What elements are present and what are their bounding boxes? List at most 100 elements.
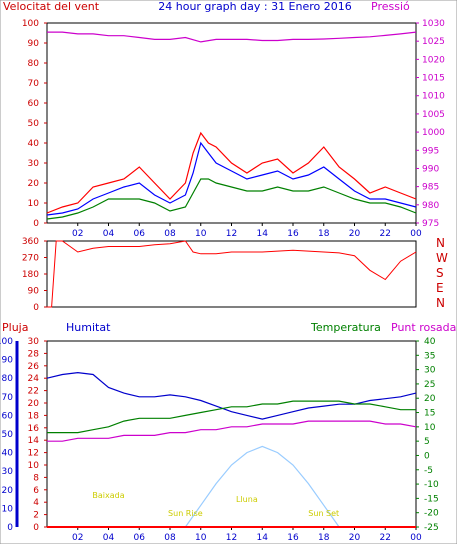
wind-direction-y-tick-label: 90 (28, 287, 40, 297)
wind-speed-x-tick-label: 12 (226, 229, 237, 239)
weather-series-line (47, 420, 417, 442)
annotation-label: Sun Rise (168, 509, 203, 518)
humidity-y-tick-label: 0 (7, 523, 13, 533)
temperature-y-tick-label: -15 (424, 494, 439, 504)
rain-label: Pluja (2, 321, 28, 334)
rain-y-tick-label: 6 (33, 486, 39, 496)
pressure-y-tick-label: 975 (422, 219, 439, 229)
pressure-y-tick-label: 1015 (422, 74, 445, 84)
pressure-y-tick-label: 1005 (422, 110, 445, 120)
wind-speed-x-tick-label: 04 (103, 229, 115, 239)
temperature-x-tick-label: 04 (103, 533, 115, 543)
wind-speed-x-tick-label: 22 (380, 229, 391, 239)
humidity-y-tick-label: 50 (2, 430, 14, 440)
pressure-y-tick-label: 980 (422, 201, 439, 211)
wind-speed-x-tick-label: 08 (164, 229, 176, 239)
temperature-y-tick-label: 35 (424, 351, 435, 361)
temperature-y-tick-label: -10 (424, 480, 439, 490)
annotation-label: Baixada (92, 491, 124, 500)
chart-title: 24 hour graph day : 31 Enero 2016 (158, 0, 352, 13)
wind-direction-series-line (47, 240, 417, 308)
wind-speed-x-tick-label: 02 (72, 229, 83, 239)
rain-y-tick-label: 18 (28, 411, 40, 421)
temperature-x-tick-label: 06 (134, 533, 146, 543)
wind-speed-x-tick-label: 10 (195, 229, 207, 239)
pressure-y-tick-label: 1025 (422, 37, 445, 47)
humidity-y-tick-label: 60 (2, 411, 14, 421)
wind-speed-label: Velocitat del vent (3, 0, 100, 13)
temperature-y-tick-label: 25 (424, 380, 435, 390)
pressure-y-tick-label: 1020 (422, 55, 445, 65)
sun-curve-line (184, 445, 340, 528)
humidity-y-tick-label: 40 (2, 449, 14, 459)
pressure-y-tick-label: 995 (422, 146, 439, 156)
wind-speed-x-tick-label: 20 (349, 229, 361, 239)
wind-speed-x-tick-label: 06 (134, 229, 146, 239)
temperature-y-tick-label: -20 (424, 509, 439, 519)
dew-point-label: Punt rosada (391, 321, 456, 334)
wind-direction-compass-label: E (436, 281, 444, 295)
rain-y-tick-label: 16 (28, 424, 40, 434)
rain-y-tick-label: 24 (28, 374, 40, 384)
wind-speed-y-tick-label: 90 (28, 39, 40, 49)
wind-direction-y-tick-label: 270 (22, 254, 39, 264)
pressure-y-tick-label: 1000 (422, 128, 445, 138)
temperature-y-tick-label: 0 (424, 451, 430, 461)
pressure-label: Pressió (371, 0, 410, 13)
wind-speed-y-tick-label: 40 (28, 139, 40, 149)
rain-y-tick-label: 28 (28, 349, 40, 359)
temperature-x-tick-label: 16 (287, 533, 299, 543)
rain-y-tick-label: 10 (28, 461, 40, 471)
wind-direction-compass-label: S (436, 266, 444, 280)
wind-speed-y-tick-label: 0 (33, 219, 39, 229)
wind-direction-y-tick-label: 360 (22, 237, 39, 247)
rain-y-tick-label: 0 (33, 523, 39, 533)
wind-speed-y-tick-label: 60 (28, 99, 40, 109)
temperature-x-tick-label: 12 (226, 533, 237, 543)
rain-y-tick-label: 2 (33, 511, 39, 521)
wind-speed-x-tick-label: 14 (257, 229, 269, 239)
rain-y-tick-label: 30 (28, 337, 40, 347)
temperature-x-tick-label: 00 (410, 533, 422, 543)
wind-direction-compass-label: N (436, 296, 445, 310)
wind-direction-y-tick-label: 0 (33, 303, 39, 313)
annotation-label: Lluna (236, 495, 258, 504)
pressure-y-tick-label: 990 (422, 164, 439, 174)
temperature-y-tick-label: 5 (424, 437, 430, 447)
humidity-y-tick-label: 100 (0, 337, 13, 347)
wind-speed-x-tick-label: 00 (410, 229, 422, 239)
temperature-y-tick-label: -25 (424, 523, 439, 533)
wind-speed-x-tick-label: 16 (287, 229, 299, 239)
temperature-x-tick-label: 22 (380, 533, 391, 543)
wind-speed-y-tick-label: 70 (28, 79, 40, 89)
temperature-y-tick-label: 10 (424, 423, 436, 433)
rain-y-tick-label: 26 (28, 362, 40, 372)
temperature-x-tick-label: 02 (72, 533, 83, 543)
temperature-label: Temperatura (310, 321, 381, 334)
wind-speed-series-line (46, 178, 417, 220)
temperature-x-tick-label: 08 (164, 533, 176, 543)
wind-speed-y-tick-label: 20 (28, 179, 40, 189)
temperature-x-tick-label: 20 (349, 533, 361, 543)
humidity-label: Humitat (66, 321, 111, 334)
humidity-y-tick-label: 80 (2, 374, 14, 384)
temperature-x-tick-label: 10 (195, 533, 207, 543)
rain-y-tick-label: 12 (28, 449, 39, 459)
temperature-y-tick-label: 40 (424, 337, 436, 347)
wind-speed-series-line (46, 131, 417, 214)
wind-direction-compass-label: W (436, 251, 448, 265)
wind-speed-y-tick-label: 10 (28, 199, 40, 209)
temperature-x-tick-label: 18 (318, 533, 330, 543)
rain-y-tick-label: 20 (28, 399, 40, 409)
wind-speed-series-line (47, 31, 417, 43)
wind-direction-y-tick-label: 180 (22, 270, 39, 280)
humidity-y-tick-label: 70 (2, 393, 14, 403)
wind-speed-y-tick-label: 50 (28, 119, 40, 129)
temperature-y-tick-label: 15 (424, 409, 435, 419)
rain-y-tick-label: 22 (28, 387, 39, 397)
wind-speed-x-tick-label: 18 (318, 229, 330, 239)
temperature-x-tick-label: 14 (257, 533, 269, 543)
wind-speed-y-tick-label: 80 (28, 59, 40, 69)
